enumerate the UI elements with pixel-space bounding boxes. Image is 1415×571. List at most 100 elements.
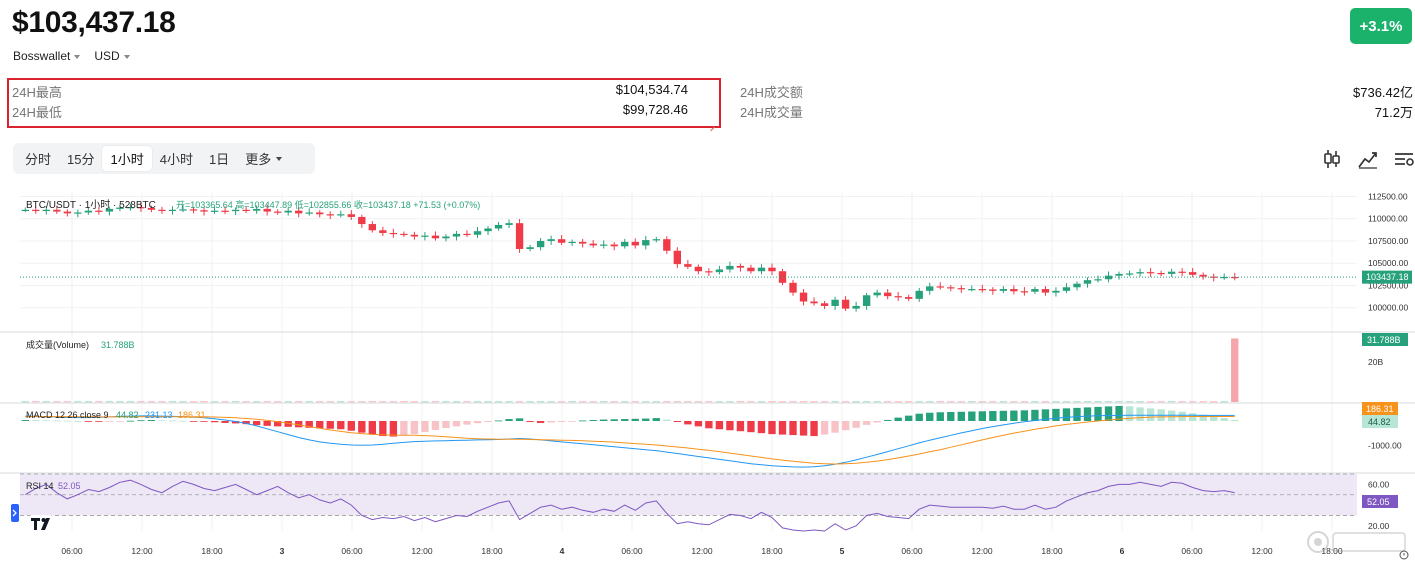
macd-hist-bar	[1041, 409, 1050, 421]
volume-bar	[1104, 401, 1113, 403]
wallet-selector[interactable]: Bosswallet	[13, 49, 81, 63]
candle-body	[1062, 287, 1071, 291]
candle-body	[1210, 276, 1218, 278]
candle	[431, 231, 440, 241]
time-axis-label: 3	[280, 546, 285, 556]
candle	[652, 236, 660, 243]
candle	[536, 238, 545, 251]
timezone-icon[interactable]	[1399, 550, 1409, 560]
macd-hist-bar	[126, 420, 135, 422]
volume-bar	[841, 401, 850, 403]
time-axis-label: 4	[560, 546, 565, 556]
volume-bar	[200, 401, 208, 403]
volume-bar	[1094, 401, 1102, 403]
candle-body	[105, 208, 114, 212]
candle	[410, 231, 419, 240]
volume-bar	[968, 401, 976, 403]
rsi-label: RSI 14	[26, 481, 54, 491]
candle-body	[126, 207, 135, 209]
volume-bar	[705, 401, 713, 403]
tradingview-logo-icon	[29, 515, 53, 532]
volume-bar	[168, 401, 177, 403]
stat-volume-value: 71.2万	[1374, 105, 1413, 120]
macd-hist-bar	[1220, 418, 1228, 421]
volume-bar	[873, 401, 881, 403]
volume-bar	[1073, 401, 1081, 403]
indicator-icon[interactable]	[1357, 148, 1379, 170]
macd-hist-bar	[747, 421, 755, 433]
candle-body	[1146, 272, 1155, 274]
volume-bar	[179, 401, 187, 403]
candle-body	[820, 303, 829, 306]
candle-body	[379, 230, 387, 233]
candle	[957, 285, 965, 293]
candle-body	[74, 212, 82, 214]
time-axis-label: 5	[840, 546, 845, 556]
tab-timeframe-more[interactable]: 更多	[237, 146, 290, 171]
candle-body	[316, 212, 324, 215]
settings-list-icon[interactable]	[1393, 148, 1415, 170]
macd-hist-bar	[105, 421, 114, 422]
candle-body	[463, 233, 471, 236]
volume-bar	[631, 401, 639, 403]
volume-bar	[673, 401, 682, 403]
signal-tag-text: 186.31	[1366, 404, 1394, 414]
collapse-handle[interactable]	[11, 504, 19, 522]
volume-bar	[1010, 401, 1018, 403]
tab-timeframe-1d[interactable]: 1日	[208, 152, 230, 167]
macd-hist-bar	[210, 421, 219, 423]
volume-bar	[505, 401, 513, 403]
tab-timeframe-1h[interactable]: 1小时	[102, 146, 152, 171]
price-chart[interactable]: BTC/USDT · 1小时 · 528BTC 开=103365.64 高=10…	[0, 182, 1415, 571]
candle-body	[926, 286, 934, 291]
volume-bar	[778, 401, 787, 403]
macd-hist-bar	[231, 421, 240, 424]
stat-volume-label: 24H成交量	[740, 105, 803, 120]
currency-selector[interactable]: USD	[94, 49, 130, 63]
macd-hist-bar	[400, 421, 408, 436]
macd-hist-bar	[820, 421, 829, 435]
macd-hist-bar	[989, 411, 997, 421]
macd-hist-bar	[147, 420, 156, 421]
candlestick-icon[interactable]	[1321, 148, 1343, 170]
volume-bar	[400, 401, 408, 403]
tab-timeframe-15m[interactable]: 15分	[67, 152, 95, 167]
candle-body	[694, 266, 703, 272]
candle-body	[747, 267, 755, 272]
candle	[21, 207, 29, 213]
candle	[526, 244, 534, 252]
volume-bar	[463, 401, 471, 403]
macd-hist-bar	[905, 415, 913, 421]
macd-hist-bar	[410, 421, 419, 435]
candle	[936, 282, 944, 290]
macd-hist-bar	[200, 421, 208, 422]
macd-hist-bar	[505, 419, 513, 421]
macd-hist-bar	[915, 413, 923, 421]
macd-hist-bar	[452, 421, 461, 427]
volume-bar	[379, 401, 387, 403]
volume-bar	[1178, 401, 1186, 403]
macd-hist-bar	[1115, 405, 1123, 421]
signal-tag: 186.31	[1362, 402, 1398, 415]
tab-timeframe-4h[interactable]: 4小时	[159, 152, 193, 167]
candle-body	[705, 271, 713, 273]
candle	[1157, 270, 1165, 277]
candle-body	[1094, 279, 1102, 281]
macd-hist-bar	[137, 420, 145, 422]
volume-value: 31.788B	[101, 340, 135, 350]
macd-hist-bar	[473, 421, 482, 424]
tab-timeframe-time[interactable]: 分时	[25, 152, 52, 167]
candle-body	[200, 210, 208, 212]
candle	[1031, 286, 1039, 295]
candle	[1146, 267, 1155, 277]
price-tag-text: 103437.18	[1366, 272, 1409, 282]
candle-body	[621, 241, 629, 247]
candle-body	[284, 210, 292, 213]
candle-body	[568, 241, 576, 244]
volume-bar	[126, 401, 135, 403]
macd-label: MACD 12 26 close 9	[26, 410, 109, 420]
macd-hist-bar	[852, 421, 860, 428]
candle-body	[757, 267, 766, 272]
volume-bar	[305, 401, 313, 403]
candle	[810, 297, 818, 306]
